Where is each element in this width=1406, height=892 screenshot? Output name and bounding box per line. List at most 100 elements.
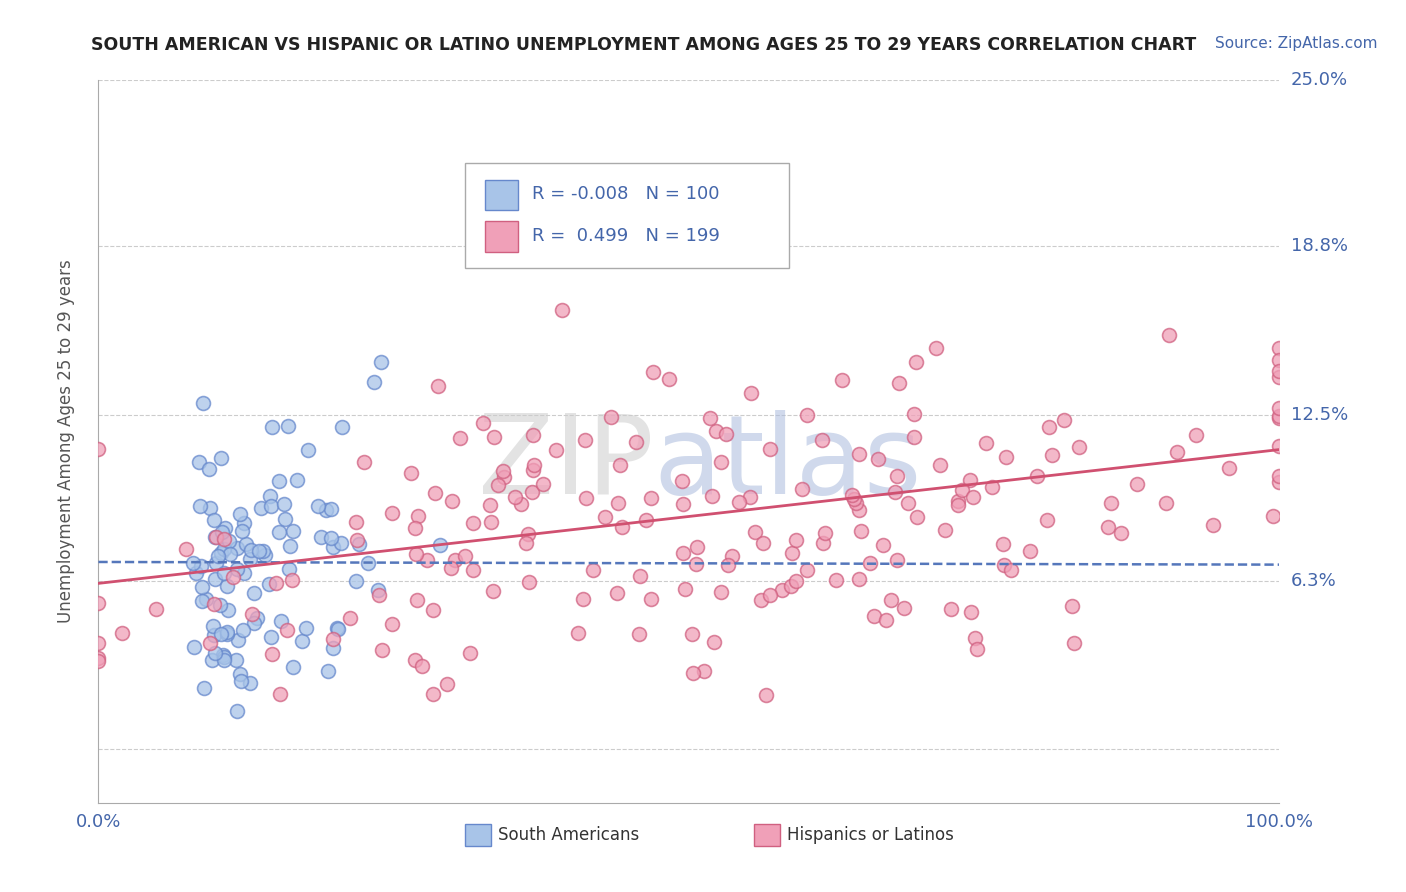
Point	[259, 489, 281, 503]
Bar	[754, 824, 780, 847]
Point	[202, 597, 225, 611]
Point	[624, 435, 647, 450]
Point	[381, 616, 404, 631]
Point	[200, 653, 222, 667]
Point	[274, 512, 297, 526]
Point	[277, 418, 299, 433]
Point	[346, 533, 368, 547]
Point	[796, 564, 818, 578]
Point	[479, 498, 502, 512]
Point	[219, 547, 242, 561]
Point	[321, 531, 343, 545]
Point	[1125, 477, 1147, 491]
Point	[981, 480, 1004, 494]
Point	[976, 436, 998, 450]
Point	[269, 525, 291, 540]
Point	[225, 704, 247, 718]
Bar	[464, 824, 491, 847]
Point	[322, 540, 344, 554]
Point	[716, 426, 738, 441]
Point	[1157, 328, 1180, 343]
Point	[925, 341, 948, 355]
Point	[339, 610, 361, 624]
Point	[207, 549, 229, 563]
Point	[204, 572, 226, 586]
Point	[426, 378, 449, 392]
Point	[309, 530, 332, 544]
Point	[628, 569, 651, 583]
Point	[1063, 636, 1085, 650]
Point	[287, 473, 309, 487]
Point	[371, 643, 394, 657]
Point	[209, 626, 232, 640]
Point	[1185, 427, 1208, 442]
Point	[252, 543, 274, 558]
Point	[599, 409, 621, 424]
Point	[262, 420, 284, 434]
Point	[229, 666, 252, 681]
Point	[571, 592, 593, 607]
Point	[204, 556, 226, 570]
Point	[700, 489, 723, 503]
Point	[939, 601, 962, 615]
Point	[353, 455, 375, 469]
Point	[780, 546, 803, 560]
Point	[357, 556, 380, 570]
Point	[233, 516, 256, 530]
Point	[699, 410, 721, 425]
Point	[270, 615, 292, 629]
Point	[796, 408, 818, 422]
Point	[738, 490, 761, 504]
Point	[267, 474, 290, 488]
Point	[486, 478, 509, 492]
Point	[259, 576, 281, 591]
Point	[721, 549, 744, 563]
Point	[886, 553, 908, 567]
Point	[520, 485, 543, 500]
Point	[211, 524, 233, 539]
Point	[482, 430, 505, 444]
Point	[814, 525, 837, 540]
Point	[239, 543, 262, 558]
Point	[326, 621, 349, 635]
Point	[491, 464, 513, 478]
Point	[966, 641, 988, 656]
Point	[546, 442, 568, 457]
Point	[363, 375, 385, 389]
Point	[886, 468, 908, 483]
Point	[848, 572, 870, 586]
Text: South Americans: South Americans	[498, 826, 638, 845]
Point	[217, 579, 239, 593]
Point	[405, 547, 427, 561]
Point	[225, 562, 247, 576]
Point	[215, 627, 238, 641]
Point	[458, 646, 481, 660]
Point	[790, 482, 813, 496]
Point	[993, 558, 1015, 572]
Point	[315, 503, 337, 517]
Point	[404, 653, 426, 667]
Point	[111, 625, 134, 640]
Point	[517, 527, 540, 541]
Point	[1109, 526, 1132, 541]
Point	[194, 591, 217, 606]
Point	[811, 535, 834, 549]
Point	[278, 539, 301, 553]
Point	[533, 477, 555, 491]
Point	[240, 607, 263, 621]
Point	[517, 574, 540, 589]
Point	[291, 633, 314, 648]
Point	[810, 433, 832, 447]
Text: atlas: atlas	[654, 409, 922, 516]
Point	[1060, 599, 1083, 614]
Point	[186, 566, 208, 580]
Text: R = -0.008   N = 100: R = -0.008 N = 100	[531, 186, 720, 203]
Point	[863, 609, 886, 624]
Point	[905, 509, 928, 524]
Point	[848, 447, 870, 461]
Point	[183, 556, 205, 570]
Point	[406, 592, 429, 607]
Point	[884, 484, 907, 499]
Point	[422, 687, 444, 701]
Point	[887, 376, 910, 391]
